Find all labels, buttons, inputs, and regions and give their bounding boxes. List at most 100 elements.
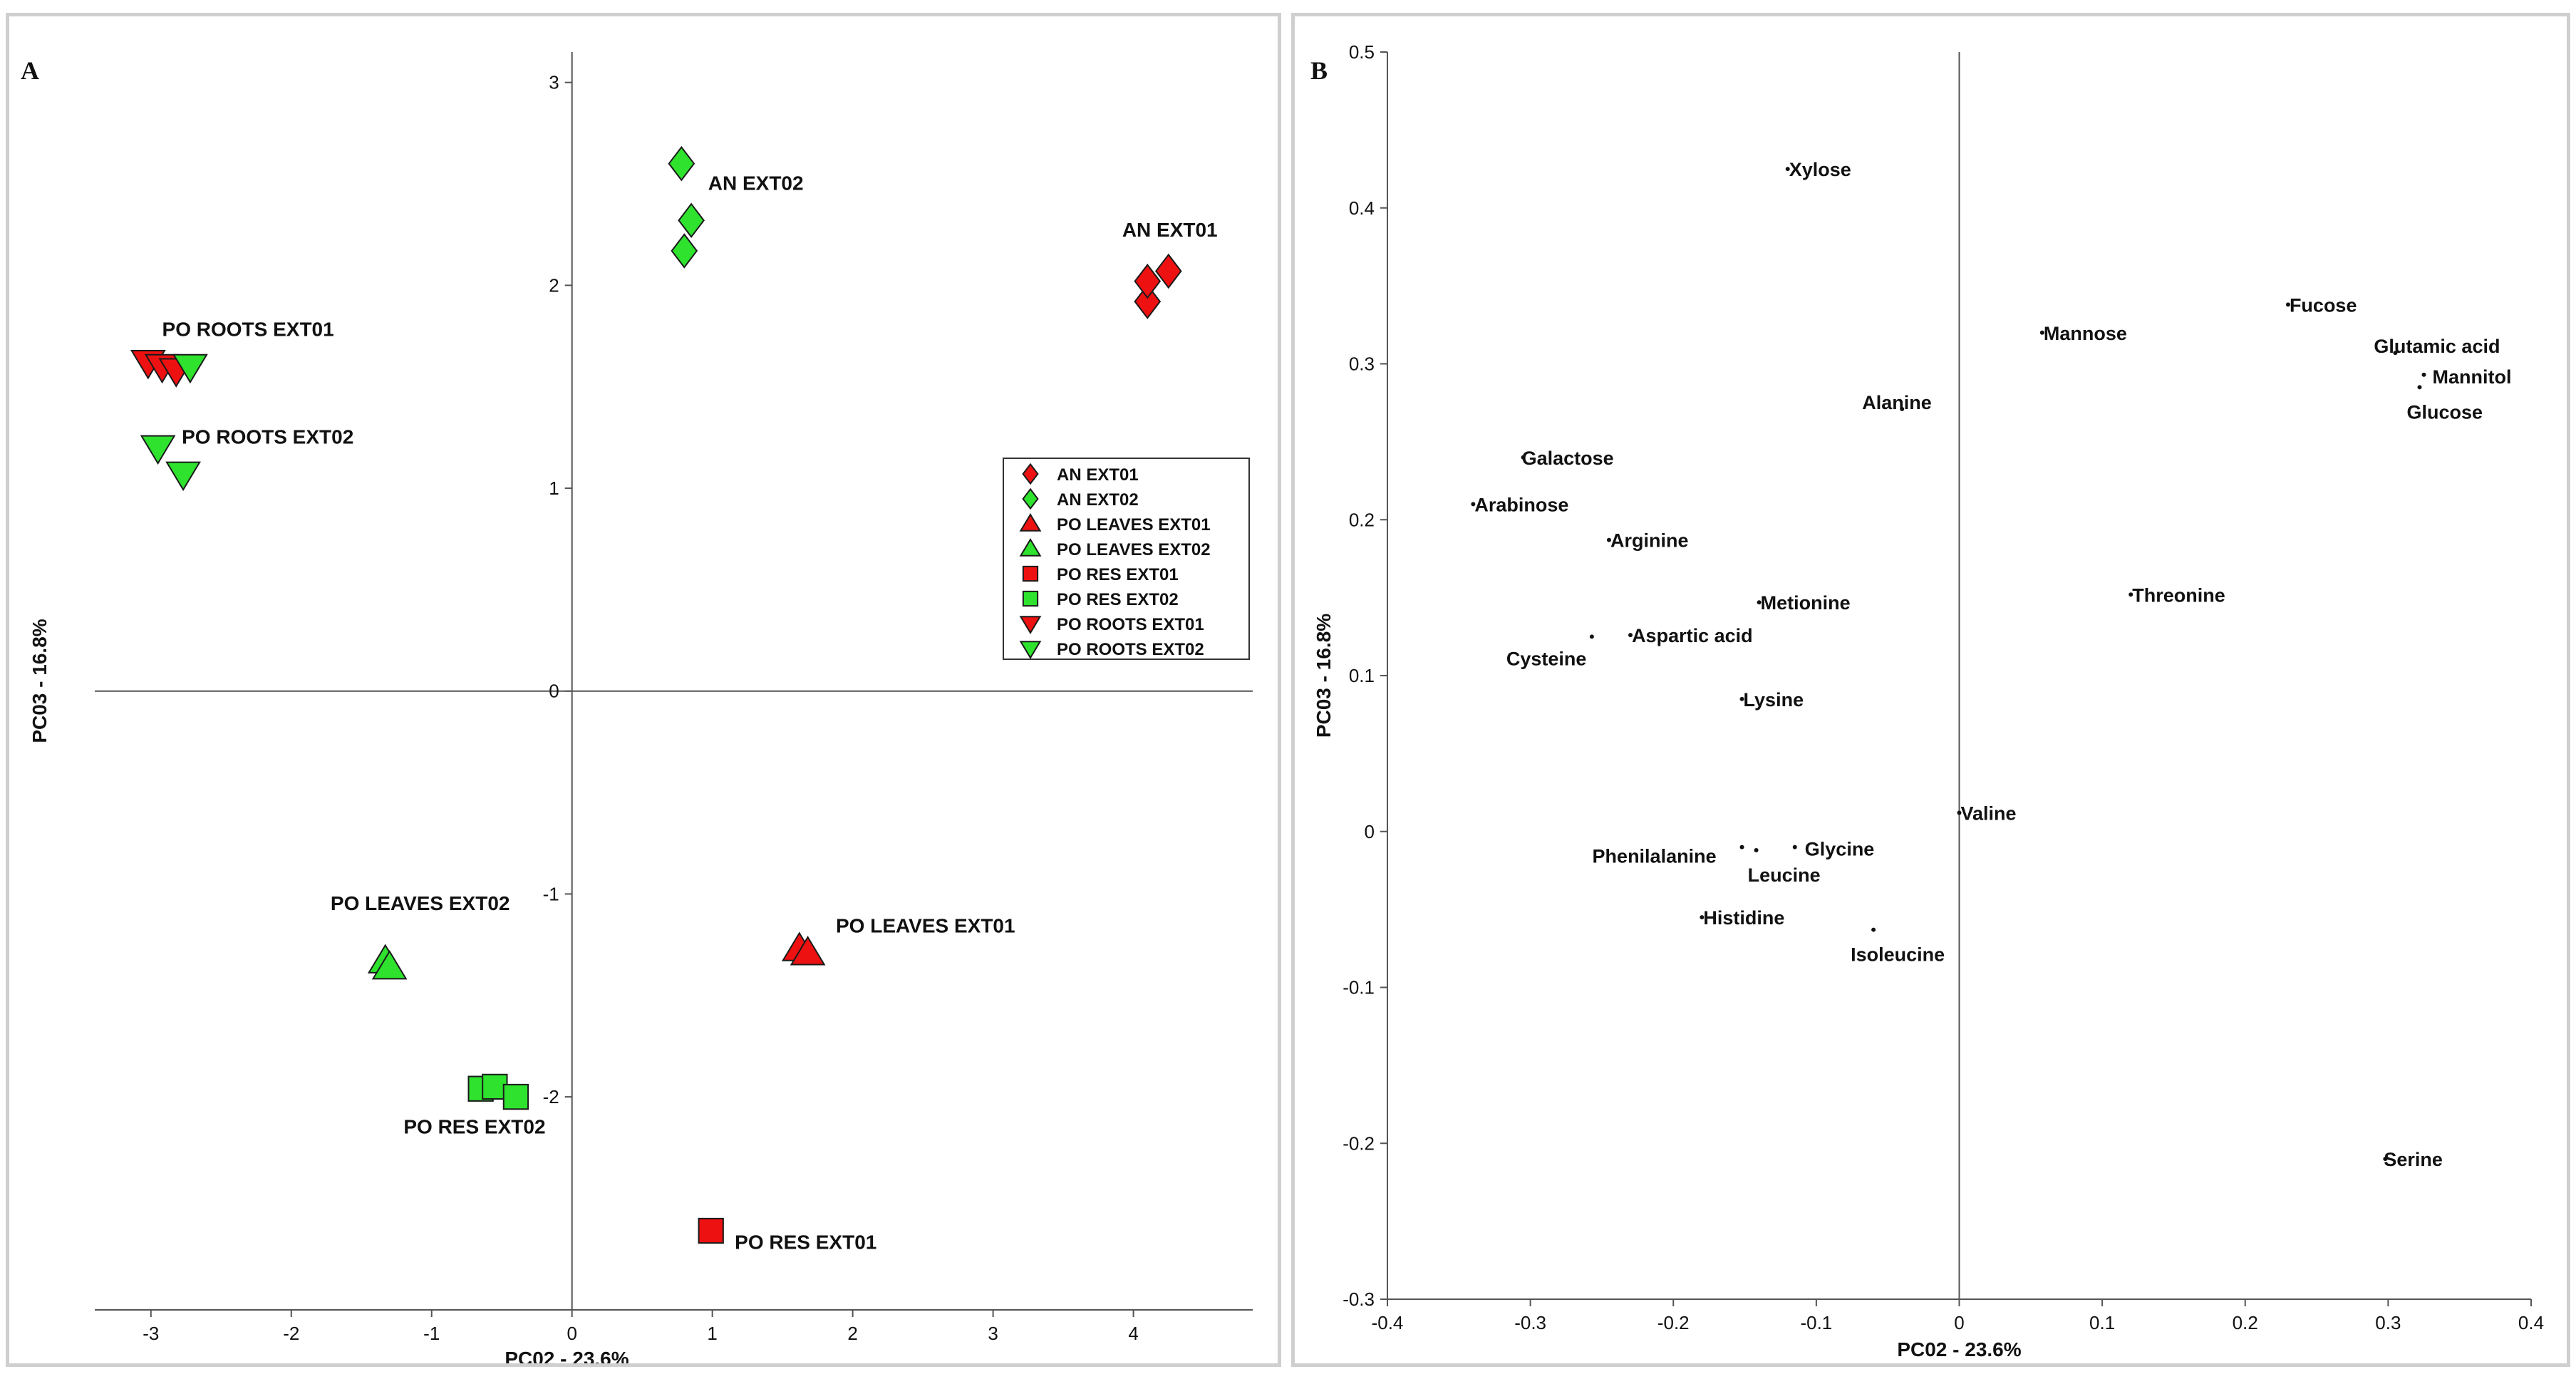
data-point (172, 353, 208, 384)
x-tick-label: 0.4 (2518, 1312, 2544, 1333)
data-point (165, 461, 201, 492)
loading-point (1871, 927, 1876, 932)
scatter-chart-a: A -3 -2 -1 0 1 2 3 4 -2 -1 0 1 2 3 PC02 - 23.6% PC03 - … (21, 52, 1253, 1363)
loading-point (2421, 372, 2426, 377)
variable-label: Glucose (2407, 401, 2483, 423)
variable-label: Valine (1961, 803, 2017, 825)
variable-label: Mannitol (2433, 366, 2512, 388)
variable-label: Lysine (1744, 689, 1804, 711)
legend-box (1003, 458, 1250, 660)
y-tick-label: 0 (1365, 821, 1375, 842)
loading-point (2393, 351, 2398, 356)
x-tick-label: 3 (988, 1323, 998, 1344)
group-label: PO RES EXT01 (735, 1231, 876, 1254)
loading-point (1739, 845, 1744, 849)
y-tick-label: -1 (543, 883, 559, 904)
x-tick-label: -0.4 (1372, 1312, 1404, 1333)
loading-point (2039, 330, 2044, 335)
loading-point (2417, 385, 2422, 390)
loading-point (1757, 600, 1762, 605)
y-tick-label: 0.5 (1349, 41, 1375, 63)
variable-label: Leucine (1748, 864, 1821, 886)
group-label: PO ROOTS EXT02 (182, 425, 353, 448)
variable-label: Serine (2384, 1149, 2443, 1170)
y-tick-label: 0.3 (1349, 353, 1375, 375)
panel-label-b: B (1310, 56, 1328, 85)
y-axis-title: PC03 - 16.8% (1313, 614, 1335, 738)
variable-label: Galactose (1522, 448, 1614, 469)
legend-marker (1019, 538, 1042, 557)
data-point (678, 202, 705, 239)
x-tick-label: 2 (847, 1323, 857, 1344)
x-tick-label: 0.1 (2089, 1312, 2115, 1333)
biplot-chart-b: B -0.4 -0.3 -0.2 -0.1 0 0.1 0.2 0.3 0.4-0.3-0.2-… (1310, 41, 2544, 1360)
panel-label-a: A (21, 56, 39, 85)
x-tick-label: 0.3 (2375, 1312, 2401, 1333)
y-tick-label: -2 (543, 1086, 559, 1107)
loading-point (1785, 167, 1790, 172)
variable-label: Arabinose (1474, 494, 1568, 515)
x-tick-label: 4 (1128, 1323, 1138, 1344)
loading-point (1471, 502, 1476, 507)
group-label: PO LEAVES EXT02 (331, 892, 510, 914)
loading-point (1606, 537, 1611, 542)
legend-label: PO ROOTS EXT02 (1057, 640, 1204, 659)
group-label: PO ROOTS EXT01 (162, 319, 334, 341)
variable-label: Threonine (2132, 584, 2225, 606)
y-axis-title: PC03 - 16.8% (29, 619, 51, 743)
y-tick-label: 0.4 (1349, 197, 1375, 219)
legend-label: PO LEAVES EXT02 (1057, 540, 1211, 559)
x-tick-label: -2 (283, 1323, 299, 1344)
loading-point (1900, 406, 1905, 411)
variable-label: Fucose (2290, 294, 2357, 316)
y-tick-label: 2 (549, 274, 559, 296)
legend-label: PO RES EXT02 (1057, 590, 1179, 609)
x-tick-label: -0.2 (1657, 1312, 1690, 1333)
variable-label: Alanine (1862, 392, 1932, 413)
panel-b: B -0.4 -0.3 -0.2 -0.1 0 0.1 0.2 0.3 0.4 -0.3 -0.2-… (1291, 13, 2570, 1367)
x-tick-label: -1 (423, 1323, 440, 1344)
legend-label: AN EXT02 (1057, 490, 1139, 510)
y-tick-label: -0.2 (1343, 1132, 1375, 1154)
loading-point (2383, 1157, 2388, 1162)
variable-label: Histidine (1703, 907, 1784, 929)
loading-point (1700, 915, 1705, 920)
variable-label: Cysteine (1506, 648, 1587, 669)
group-label: AN EXT01 (1122, 219, 1218, 241)
variable-label: Glutamic acid (2374, 336, 2500, 357)
y-tick-label: -0.3 (1343, 1289, 1375, 1310)
x-tick-label: -0.1 (1800, 1312, 1832, 1333)
variable-label: Phenilalanine (1593, 846, 1717, 867)
x-tick-label: -0.3 (1514, 1312, 1546, 1333)
loading-point (1739, 696, 1744, 701)
data-point (1134, 263, 1162, 299)
y-tick-label: 3 (549, 72, 559, 93)
variable-label: Arginine (1610, 530, 1689, 552)
loading-point (1521, 455, 1526, 460)
legend-marker (1022, 487, 1039, 510)
data-point (668, 145, 695, 182)
x-tick-label: -3 (143, 1323, 159, 1344)
data-point (1134, 284, 1162, 319)
x-axis-title: PC02 - 23.6% (1897, 1338, 2021, 1360)
y-tick-label: 0.2 (1349, 509, 1375, 530)
variable-label: Xylose (1789, 159, 1851, 180)
y-tick-label: 0.1 (1349, 665, 1375, 686)
legend-label: AN EXT01 (1057, 465, 1139, 485)
data-point (502, 1083, 529, 1110)
loading-point (1957, 810, 1962, 815)
x-tick-label: 0 (567, 1323, 576, 1344)
loading-point (2128, 592, 2133, 597)
data-point (371, 949, 408, 980)
variable-label: Mannose (2044, 323, 2127, 344)
x-tick-label: 0 (1954, 1312, 1964, 1333)
variable-label: Isoleucine (1851, 944, 1945, 966)
loading-point (1628, 633, 1633, 638)
legend-label: PO LEAVES EXT01 (1057, 515, 1211, 535)
legend-marker (1022, 463, 1039, 485)
legend-marker (1019, 641, 1042, 659)
legend-marker (1022, 565, 1039, 582)
variable-label: Aspartic acid (1632, 625, 1753, 646)
y-tick-label: 1 (549, 477, 559, 499)
x-tick-label: 1 (707, 1323, 717, 1344)
